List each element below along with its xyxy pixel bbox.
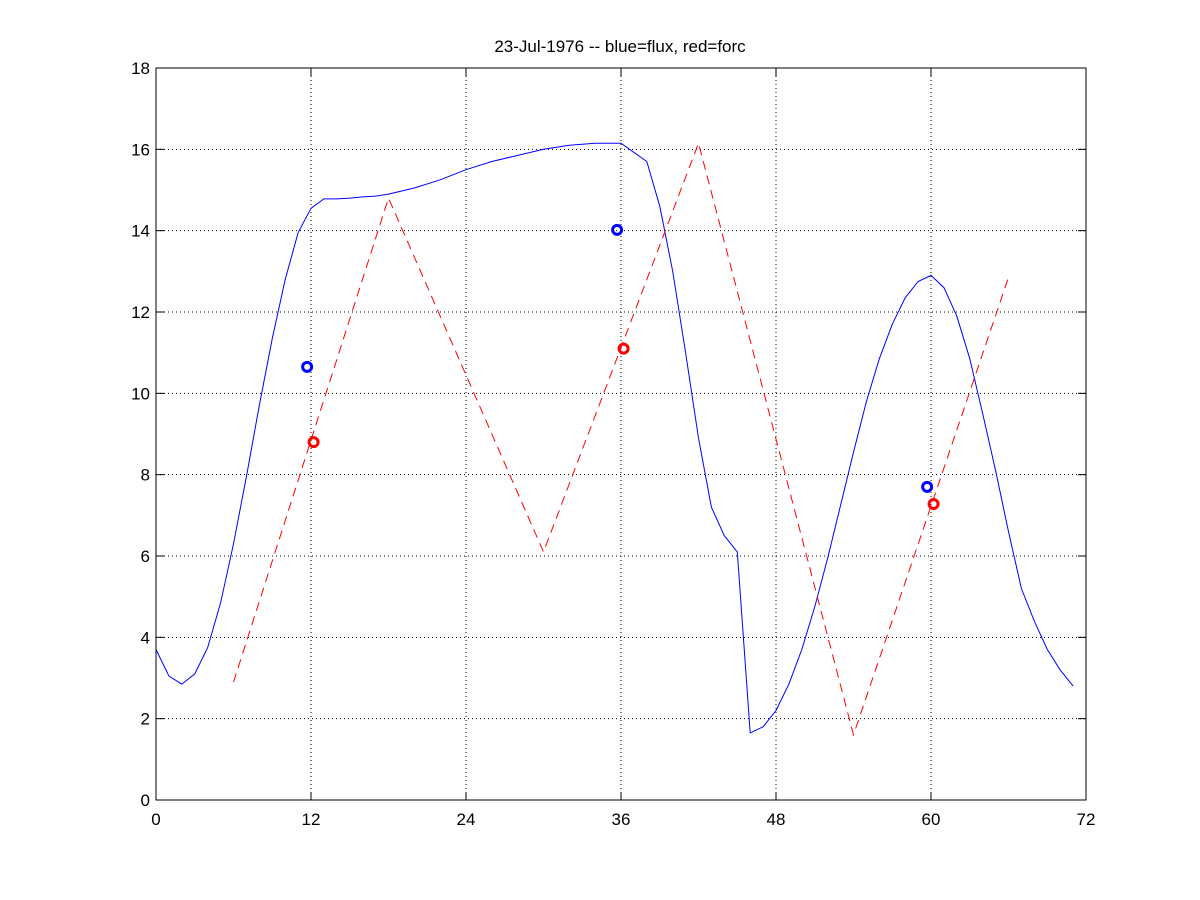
y-tick-label: 0 [141, 791, 150, 810]
marker-layer [301, 223, 940, 510]
series-layer [155, 141, 1074, 737]
x-tick-label: 24 [457, 810, 476, 829]
y-tick-label: 18 [131, 59, 150, 78]
marker-point-red [307, 436, 320, 449]
series-line-red [233, 141, 1009, 737]
plot-frame [155, 67, 1087, 801]
x-tick-label: 48 [767, 810, 786, 829]
marker-point-blue [301, 360, 314, 373]
x-tick-label: 36 [612, 810, 631, 829]
x-tick-label: 0 [151, 810, 160, 829]
grid-layer [156, 68, 1086, 800]
y-tick-label: 14 [131, 222, 150, 241]
marker-point-blue [921, 480, 934, 493]
marker-point-red [617, 342, 630, 355]
y-tick-label: 4 [141, 628, 150, 647]
y-tick-label: 12 [131, 303, 150, 322]
y-tick-label: 2 [141, 710, 150, 729]
marker-point-blue [611, 223, 624, 236]
chart-title: 23-Jul-1976 -- blue=flux, red=forc [494, 37, 746, 56]
x-tick-label: 72 [1077, 810, 1096, 829]
y-tick-label: 10 [131, 384, 150, 403]
y-tick-label: 8 [141, 466, 150, 485]
y-tick-label: 16 [131, 140, 150, 159]
y-tick-label: 6 [141, 547, 150, 566]
series-line-blue [155, 142, 1074, 734]
x-tick-label: 12 [302, 810, 321, 829]
x-tick-label: 60 [922, 810, 941, 829]
marker-point-red [927, 497, 940, 510]
